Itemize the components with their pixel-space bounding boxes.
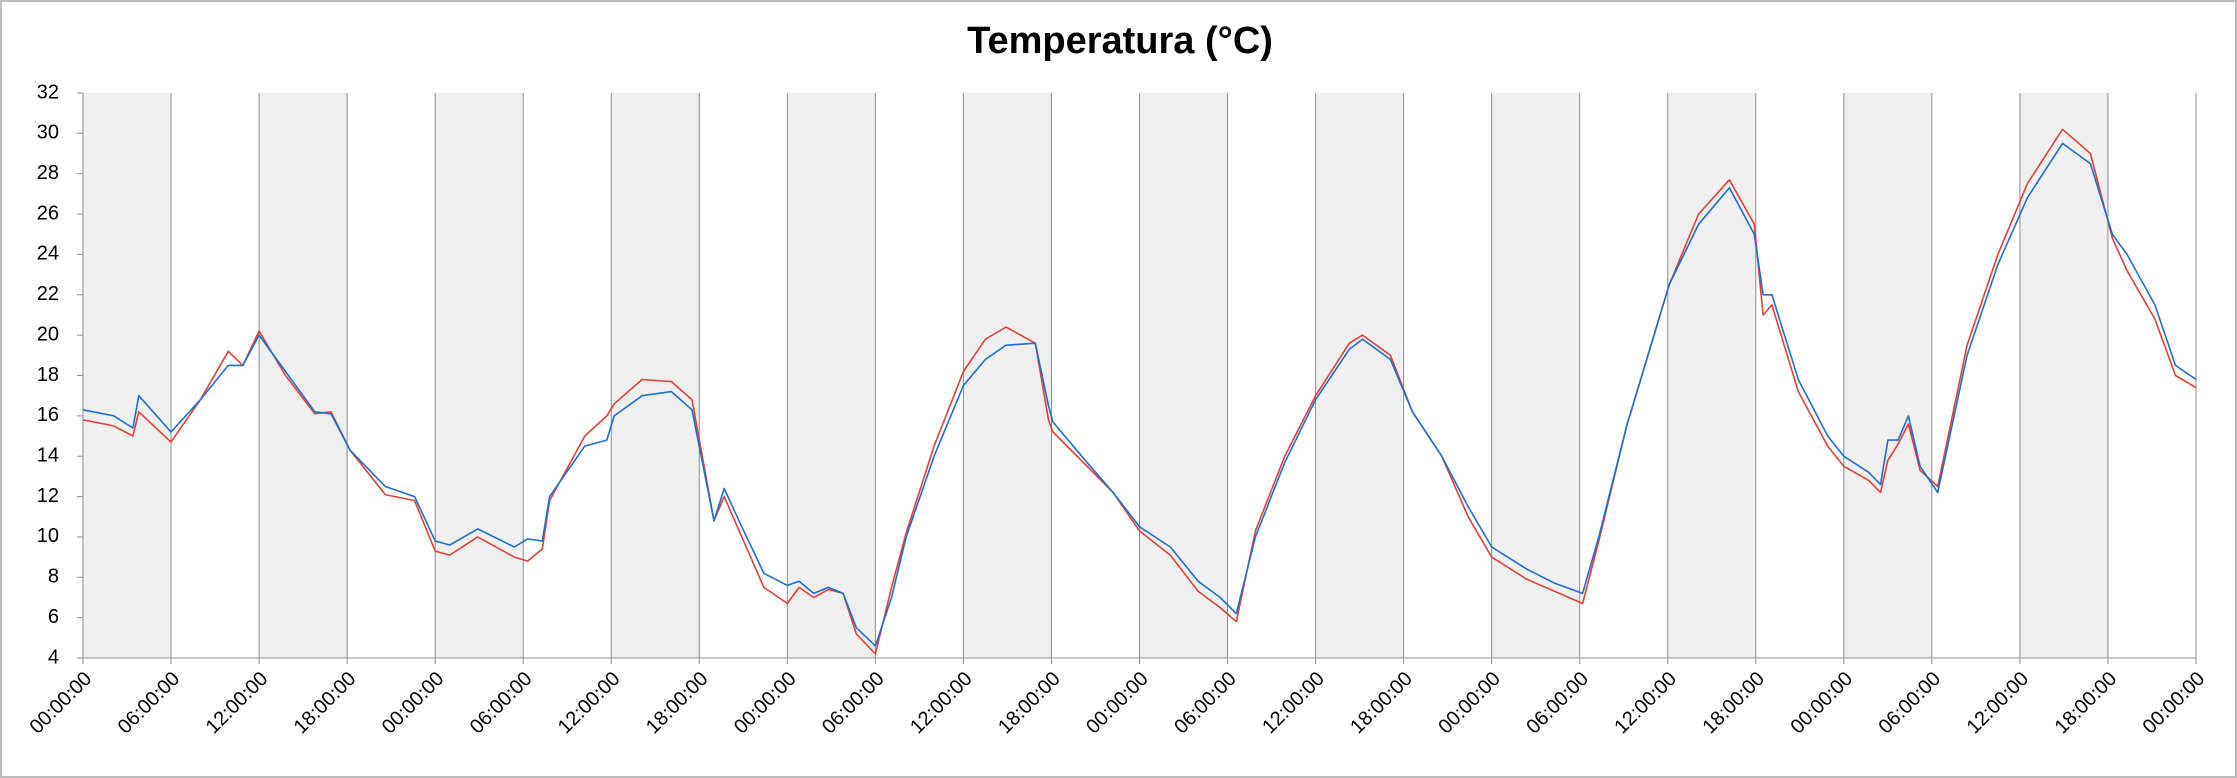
shaded-band: [83, 93, 172, 658]
y-tick-label: 10: [37, 525, 59, 547]
y-tick-label: 12: [37, 485, 59, 507]
shaded-band: [787, 93, 876, 658]
shaded-band: [1315, 93, 1404, 658]
shaded-band: [1843, 93, 1932, 658]
y-tick-label: 8: [48, 566, 59, 588]
y-tick-label: 20: [37, 323, 59, 345]
y-tick-label: 6: [48, 606, 59, 628]
y-tick-label: 30: [37, 122, 59, 144]
y-tick-label: 28: [37, 162, 59, 184]
series-line: [82, 142, 2197, 647]
y-tick-label: 24: [37, 243, 59, 265]
shaded-band: [1491, 93, 1580, 658]
shaded-band: [259, 93, 348, 658]
y-tick-label: 18: [37, 364, 59, 386]
y-tick-label: 14: [37, 444, 59, 466]
shaded-band: [435, 93, 524, 658]
y-tick-label: 22: [37, 283, 59, 305]
y-tick-label: 16: [37, 404, 59, 426]
shaded-band: [963, 93, 1052, 658]
shaded-band: [611, 93, 700, 658]
y-tick-label: 32: [37, 81, 59, 103]
y-tick-label: 26: [37, 202, 59, 224]
chart-title: Temperatura (°C): [967, 20, 1273, 62]
shaded-band: [1667, 93, 1756, 658]
y-tick-label: 4: [48, 646, 59, 668]
series-line: [82, 128, 2197, 655]
